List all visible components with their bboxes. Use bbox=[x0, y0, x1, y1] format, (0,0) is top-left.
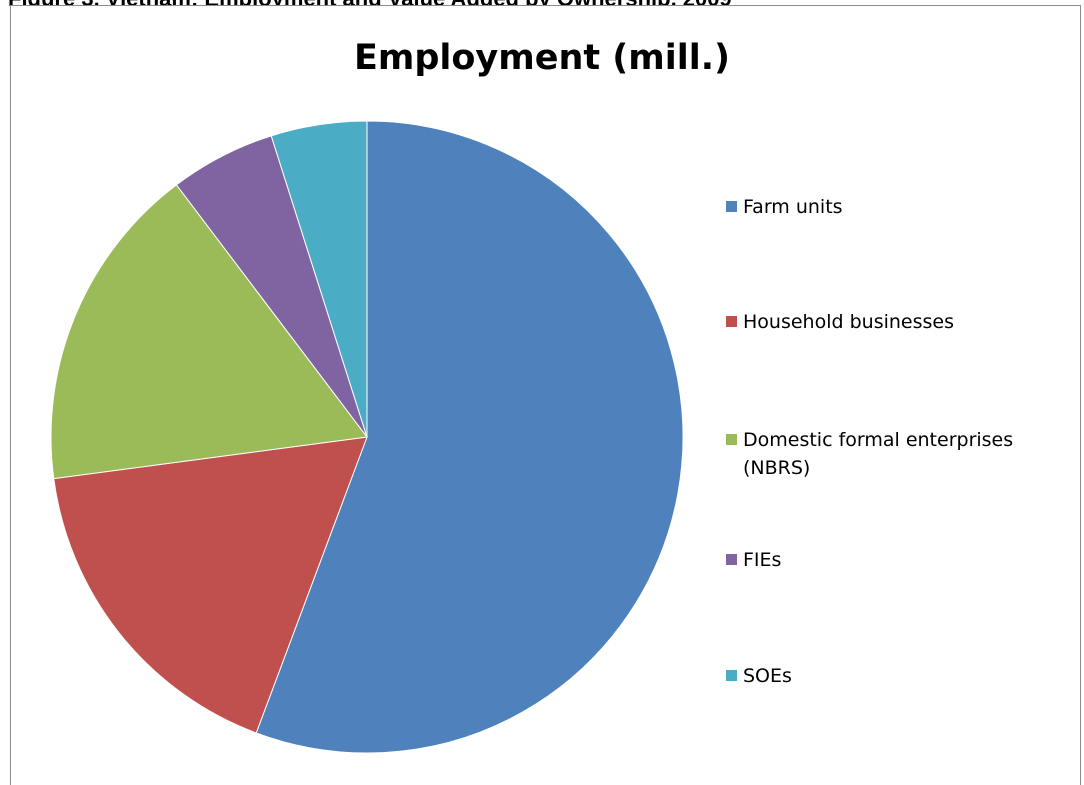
slice-farm-units bbox=[255, 120, 684, 754]
legend-label: FIEs bbox=[743, 549, 782, 571]
legend-swatch bbox=[726, 316, 737, 327]
slice-household-businesses bbox=[53, 436, 368, 734]
legend-swatch bbox=[726, 670, 737, 681]
legend-swatch bbox=[726, 554, 737, 565]
legend-item-soes: SOEs bbox=[726, 662, 1083, 690]
legend-swatch bbox=[726, 434, 737, 445]
legend-label: SOEs bbox=[743, 665, 792, 687]
legend-label: Farm units bbox=[743, 196, 843, 218]
legend-label: Domestic formal enterprises (NBRS) bbox=[743, 429, 1014, 479]
legend-label: Household businesses bbox=[743, 311, 954, 333]
legend-swatch bbox=[726, 201, 737, 212]
legend-item-domestic-formal-enterprises: Domestic formal enterprises (NBRS) bbox=[726, 426, 1073, 482]
legend-item-farm-units: Farm units bbox=[726, 193, 1083, 221]
slice-soes bbox=[270, 120, 368, 438]
legend-item-fies: FIEs bbox=[726, 546, 1083, 574]
slice-domestic-formal-enterprises bbox=[50, 184, 368, 480]
chart-title: Employment (mill.) bbox=[353, 38, 731, 78]
legend-item-household-businesses: Household businesses bbox=[726, 308, 1083, 336]
